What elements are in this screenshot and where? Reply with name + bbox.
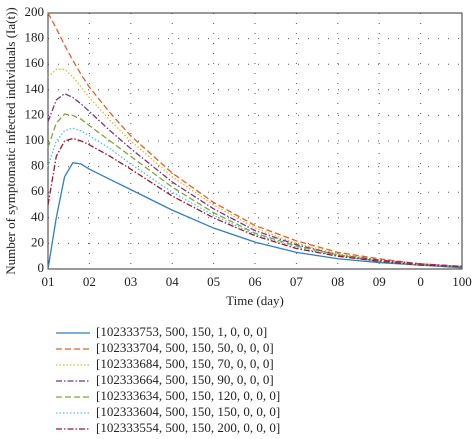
x-tick-label: 05: [207, 274, 220, 289]
series-line: [47, 68, 463, 268]
x-axis-label: Time (day): [226, 293, 284, 308]
legend-label: [102333664, 500, 150, 90, 0, 0, 0]: [96, 372, 274, 387]
x-tick-label: 0: [417, 274, 424, 289]
y-tick-label: 40: [31, 209, 44, 224]
y-tick-label: 140: [25, 81, 45, 96]
y-tick-label: 160: [25, 55, 45, 70]
legend-label: [102333554, 500, 150, 200, 0, 0, 0]: [96, 420, 280, 435]
y-axis-label: Number of symptomatic infected individua…: [3, 7, 18, 275]
series-line: [47, 12, 463, 268]
x-tick-label: 01: [42, 274, 55, 289]
legend-label: [102333604, 500, 150, 150, 0, 0, 0]: [96, 404, 280, 419]
series-line: [47, 127, 463, 268]
series-line: [47, 137, 463, 268]
y-tick-label: 100: [25, 132, 45, 147]
x-tick-label: 08: [331, 274, 344, 289]
y-tick-label: 180: [25, 30, 45, 45]
x-tick-label: 06: [249, 274, 263, 289]
x-tick-label: 07: [290, 274, 304, 289]
legend-label: [102333753, 500, 150, 1, 0, 0, 0]: [96, 324, 267, 339]
x-tick-label: 03: [124, 274, 137, 289]
x-tick-label: 09: [373, 274, 386, 289]
y-tick-label: 200: [25, 4, 45, 19]
series-line: [47, 162, 463, 270]
y-tick-label: 120: [25, 106, 45, 121]
x-tick-label: 04: [166, 274, 180, 289]
plot-frame: [47, 12, 463, 270]
legend-label: [102333684, 500, 150, 70, 0, 0, 0]: [96, 356, 274, 371]
y-tick-label: 0: [38, 260, 45, 275]
x-tick-label: 100: [452, 274, 472, 289]
y-tick-label: 60: [31, 183, 44, 198]
legend-label: [102333704, 500, 150, 50, 0, 0, 0]: [96, 340, 274, 355]
y-tick-label: 80: [31, 158, 44, 173]
x-tick-label: 02: [83, 274, 96, 289]
legend-label: [102333634, 500, 150, 120, 0, 0, 0]: [96, 388, 280, 403]
y-tick-label: 20: [31, 234, 44, 249]
